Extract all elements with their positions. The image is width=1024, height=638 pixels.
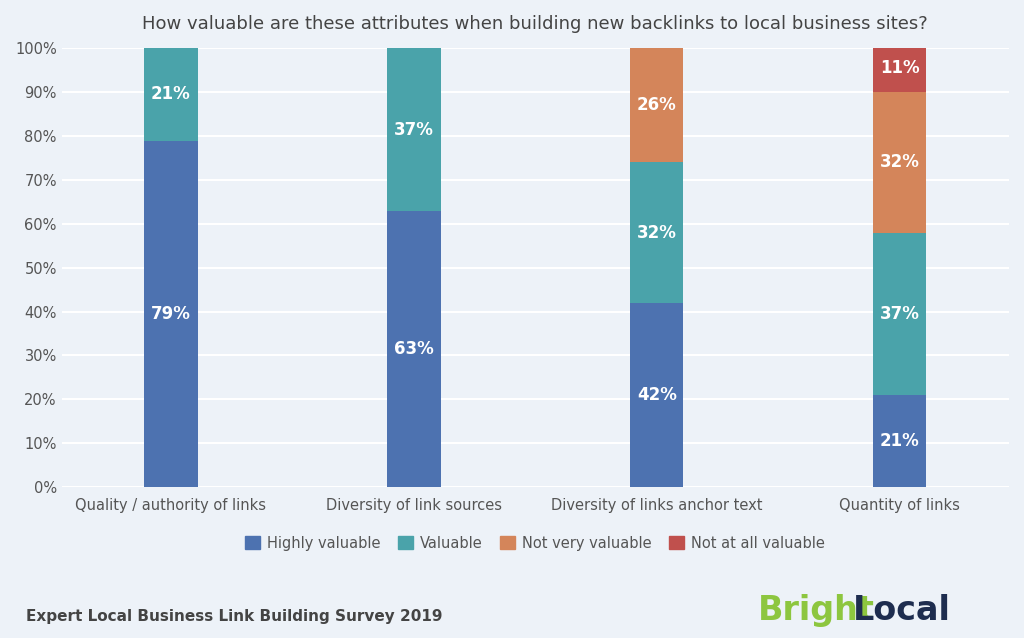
Text: 42%: 42%	[637, 386, 677, 404]
Bar	[873, 44, 927, 93]
Text: 32%: 32%	[637, 223, 677, 242]
Text: 32%: 32%	[880, 154, 920, 172]
Bar	[873, 233, 927, 395]
Title: How valuable are these attributes when building new backlinks to local business : How valuable are these attributes when b…	[142, 15, 928, 33]
Bar	[387, 211, 440, 487]
Text: 26%: 26%	[637, 96, 677, 114]
Bar	[144, 140, 198, 487]
Legend: Highly valuable, Valuable, Not very valuable, Not at all valuable: Highly valuable, Valuable, Not very valu…	[240, 530, 831, 556]
Bar	[873, 395, 927, 487]
Text: Expert Local Business Link Building Survey 2019: Expert Local Business Link Building Surv…	[26, 609, 442, 624]
Bar	[873, 93, 927, 233]
Text: 21%: 21%	[880, 432, 920, 450]
Bar	[144, 48, 198, 140]
Bar	[387, 48, 440, 211]
Text: 63%: 63%	[394, 340, 434, 358]
Bar	[630, 48, 683, 163]
Bar	[630, 163, 683, 303]
Text: 37%: 37%	[394, 121, 434, 138]
Text: 37%: 37%	[880, 305, 920, 323]
Text: Local: Local	[853, 593, 951, 627]
Text: 79%: 79%	[151, 305, 190, 323]
Text: Bright: Bright	[758, 593, 874, 627]
Text: 11%: 11%	[880, 59, 920, 77]
Text: 21%: 21%	[152, 85, 190, 103]
Bar	[630, 303, 683, 487]
